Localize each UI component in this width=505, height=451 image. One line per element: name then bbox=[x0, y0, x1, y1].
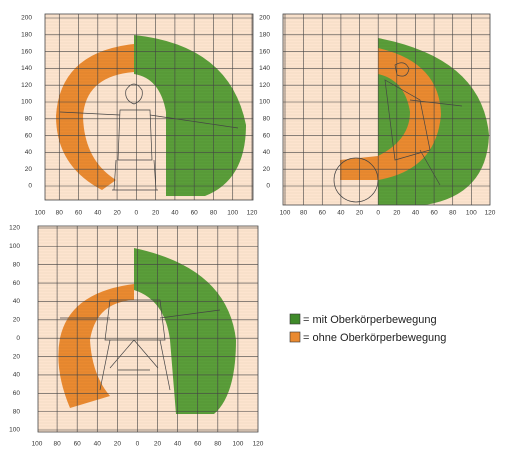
y-tick-label: 20 bbox=[25, 166, 33, 173]
zone-with-torso bbox=[134, 35, 246, 196]
x-tick-label: 40 bbox=[337, 210, 345, 217]
x-tick-label: 120 bbox=[253, 441, 264, 448]
x-tick-label: 60 bbox=[74, 441, 82, 448]
zone-without-torso bbox=[56, 44, 134, 190]
x-tick-label: 60 bbox=[319, 210, 327, 217]
x-tick-label: 60 bbox=[191, 210, 199, 217]
x-tick-label: 0 bbox=[135, 210, 139, 217]
x-tick-label: 100 bbox=[227, 210, 238, 217]
y-tick-label: 0 bbox=[28, 183, 32, 190]
y-tick-label: 60 bbox=[25, 132, 33, 139]
legend-label: = ohne Oberkörperbewegung bbox=[303, 332, 446, 344]
x-tick-label: 100 bbox=[280, 210, 291, 217]
grid-frame bbox=[44, 13, 254, 201]
grid-frame bbox=[37, 225, 259, 433]
x-tick-label: 40 bbox=[94, 441, 102, 448]
y-tick-label: 80 bbox=[25, 116, 33, 123]
y-tick-label: 20 bbox=[263, 166, 271, 173]
y-tick-label: 140 bbox=[21, 65, 32, 72]
x-tick-label: 80 bbox=[210, 210, 218, 217]
x-tick-label: 40 bbox=[94, 210, 102, 217]
y-tick-label: 160 bbox=[259, 48, 270, 55]
x-tick-label: 40 bbox=[412, 210, 420, 217]
legend-swatch bbox=[289, 331, 301, 343]
x-tick-label: 60 bbox=[75, 210, 83, 217]
x-tick-label: 100 bbox=[35, 210, 46, 217]
y-tick-label: 80 bbox=[263, 116, 271, 123]
figures bbox=[59, 62, 463, 391]
y-tick-label: 40 bbox=[263, 149, 271, 156]
zone-with-torso bbox=[134, 248, 236, 414]
y-tick-label: 180 bbox=[21, 32, 32, 39]
x-tick-label: 0 bbox=[376, 210, 380, 217]
legend-label: = mit Oberkörperbewegung bbox=[303, 314, 437, 326]
y-tick-label: 20 bbox=[13, 317, 21, 324]
y-tick-label: 40 bbox=[13, 372, 21, 379]
y-tick-label: 180 bbox=[259, 32, 270, 39]
x-tick-label: 80 bbox=[53, 441, 61, 448]
x-tick-label: 20 bbox=[393, 210, 401, 217]
x-tick-label: 60 bbox=[430, 210, 438, 217]
y-tick-label: 60 bbox=[263, 132, 271, 139]
grid-frame bbox=[282, 13, 491, 206]
x-tick-label: 20 bbox=[113, 210, 121, 217]
x-tick-label: 80 bbox=[214, 441, 222, 448]
figure bbox=[60, 299, 221, 391]
y-tick-label: 120 bbox=[9, 225, 20, 232]
y-tick-label: 0 bbox=[266, 183, 270, 190]
y-tick-label: 100 bbox=[21, 99, 32, 106]
figure bbox=[384, 62, 463, 186]
x-tick-label: 20 bbox=[154, 441, 162, 448]
y-tick-label: 160 bbox=[21, 48, 32, 55]
y-tick-label: 120 bbox=[259, 82, 270, 89]
y-tick-label: 100 bbox=[259, 99, 270, 106]
y-tick-label: 100 bbox=[9, 427, 20, 434]
x-tick-label: 120 bbox=[247, 210, 258, 217]
x-tick-label: 40 bbox=[174, 441, 182, 448]
y-tick-label: 140 bbox=[259, 65, 270, 72]
y-tick-label: 20 bbox=[13, 353, 21, 360]
x-tick-label: 120 bbox=[485, 210, 496, 217]
y-tick-label: 120 bbox=[21, 82, 32, 89]
x-tick-label: 20 bbox=[152, 210, 160, 217]
x-tick-label: 80 bbox=[56, 210, 64, 217]
y-tick-label: 0 bbox=[16, 335, 20, 342]
y-tick-label: 200 bbox=[21, 15, 32, 22]
figure bbox=[59, 83, 239, 191]
x-tick-label: 20 bbox=[356, 210, 364, 217]
x-tick-label: 80 bbox=[449, 210, 457, 217]
y-tick-label: 60 bbox=[13, 390, 21, 397]
y-tick-label: 60 bbox=[13, 280, 21, 287]
y-tick-label: 200 bbox=[259, 15, 270, 22]
grids bbox=[37, 13, 491, 433]
legend-swatch bbox=[289, 313, 301, 325]
y-tick-label: 80 bbox=[13, 261, 21, 268]
y-tick-label: 40 bbox=[25, 149, 33, 156]
y-tick-label: 40 bbox=[13, 298, 21, 305]
x-tick-label: 80 bbox=[300, 210, 308, 217]
x-tick-label: 20 bbox=[114, 441, 122, 448]
y-tick-label: 80 bbox=[13, 408, 21, 415]
x-tick-label: 60 bbox=[194, 441, 202, 448]
x-tick-label: 0 bbox=[136, 441, 140, 448]
x-tick-label: 100 bbox=[32, 441, 43, 448]
x-tick-label: 100 bbox=[232, 441, 243, 448]
x-tick-label: 100 bbox=[466, 210, 477, 217]
x-tick-label: 40 bbox=[171, 210, 179, 217]
y-tick-label: 100 bbox=[9, 243, 20, 250]
